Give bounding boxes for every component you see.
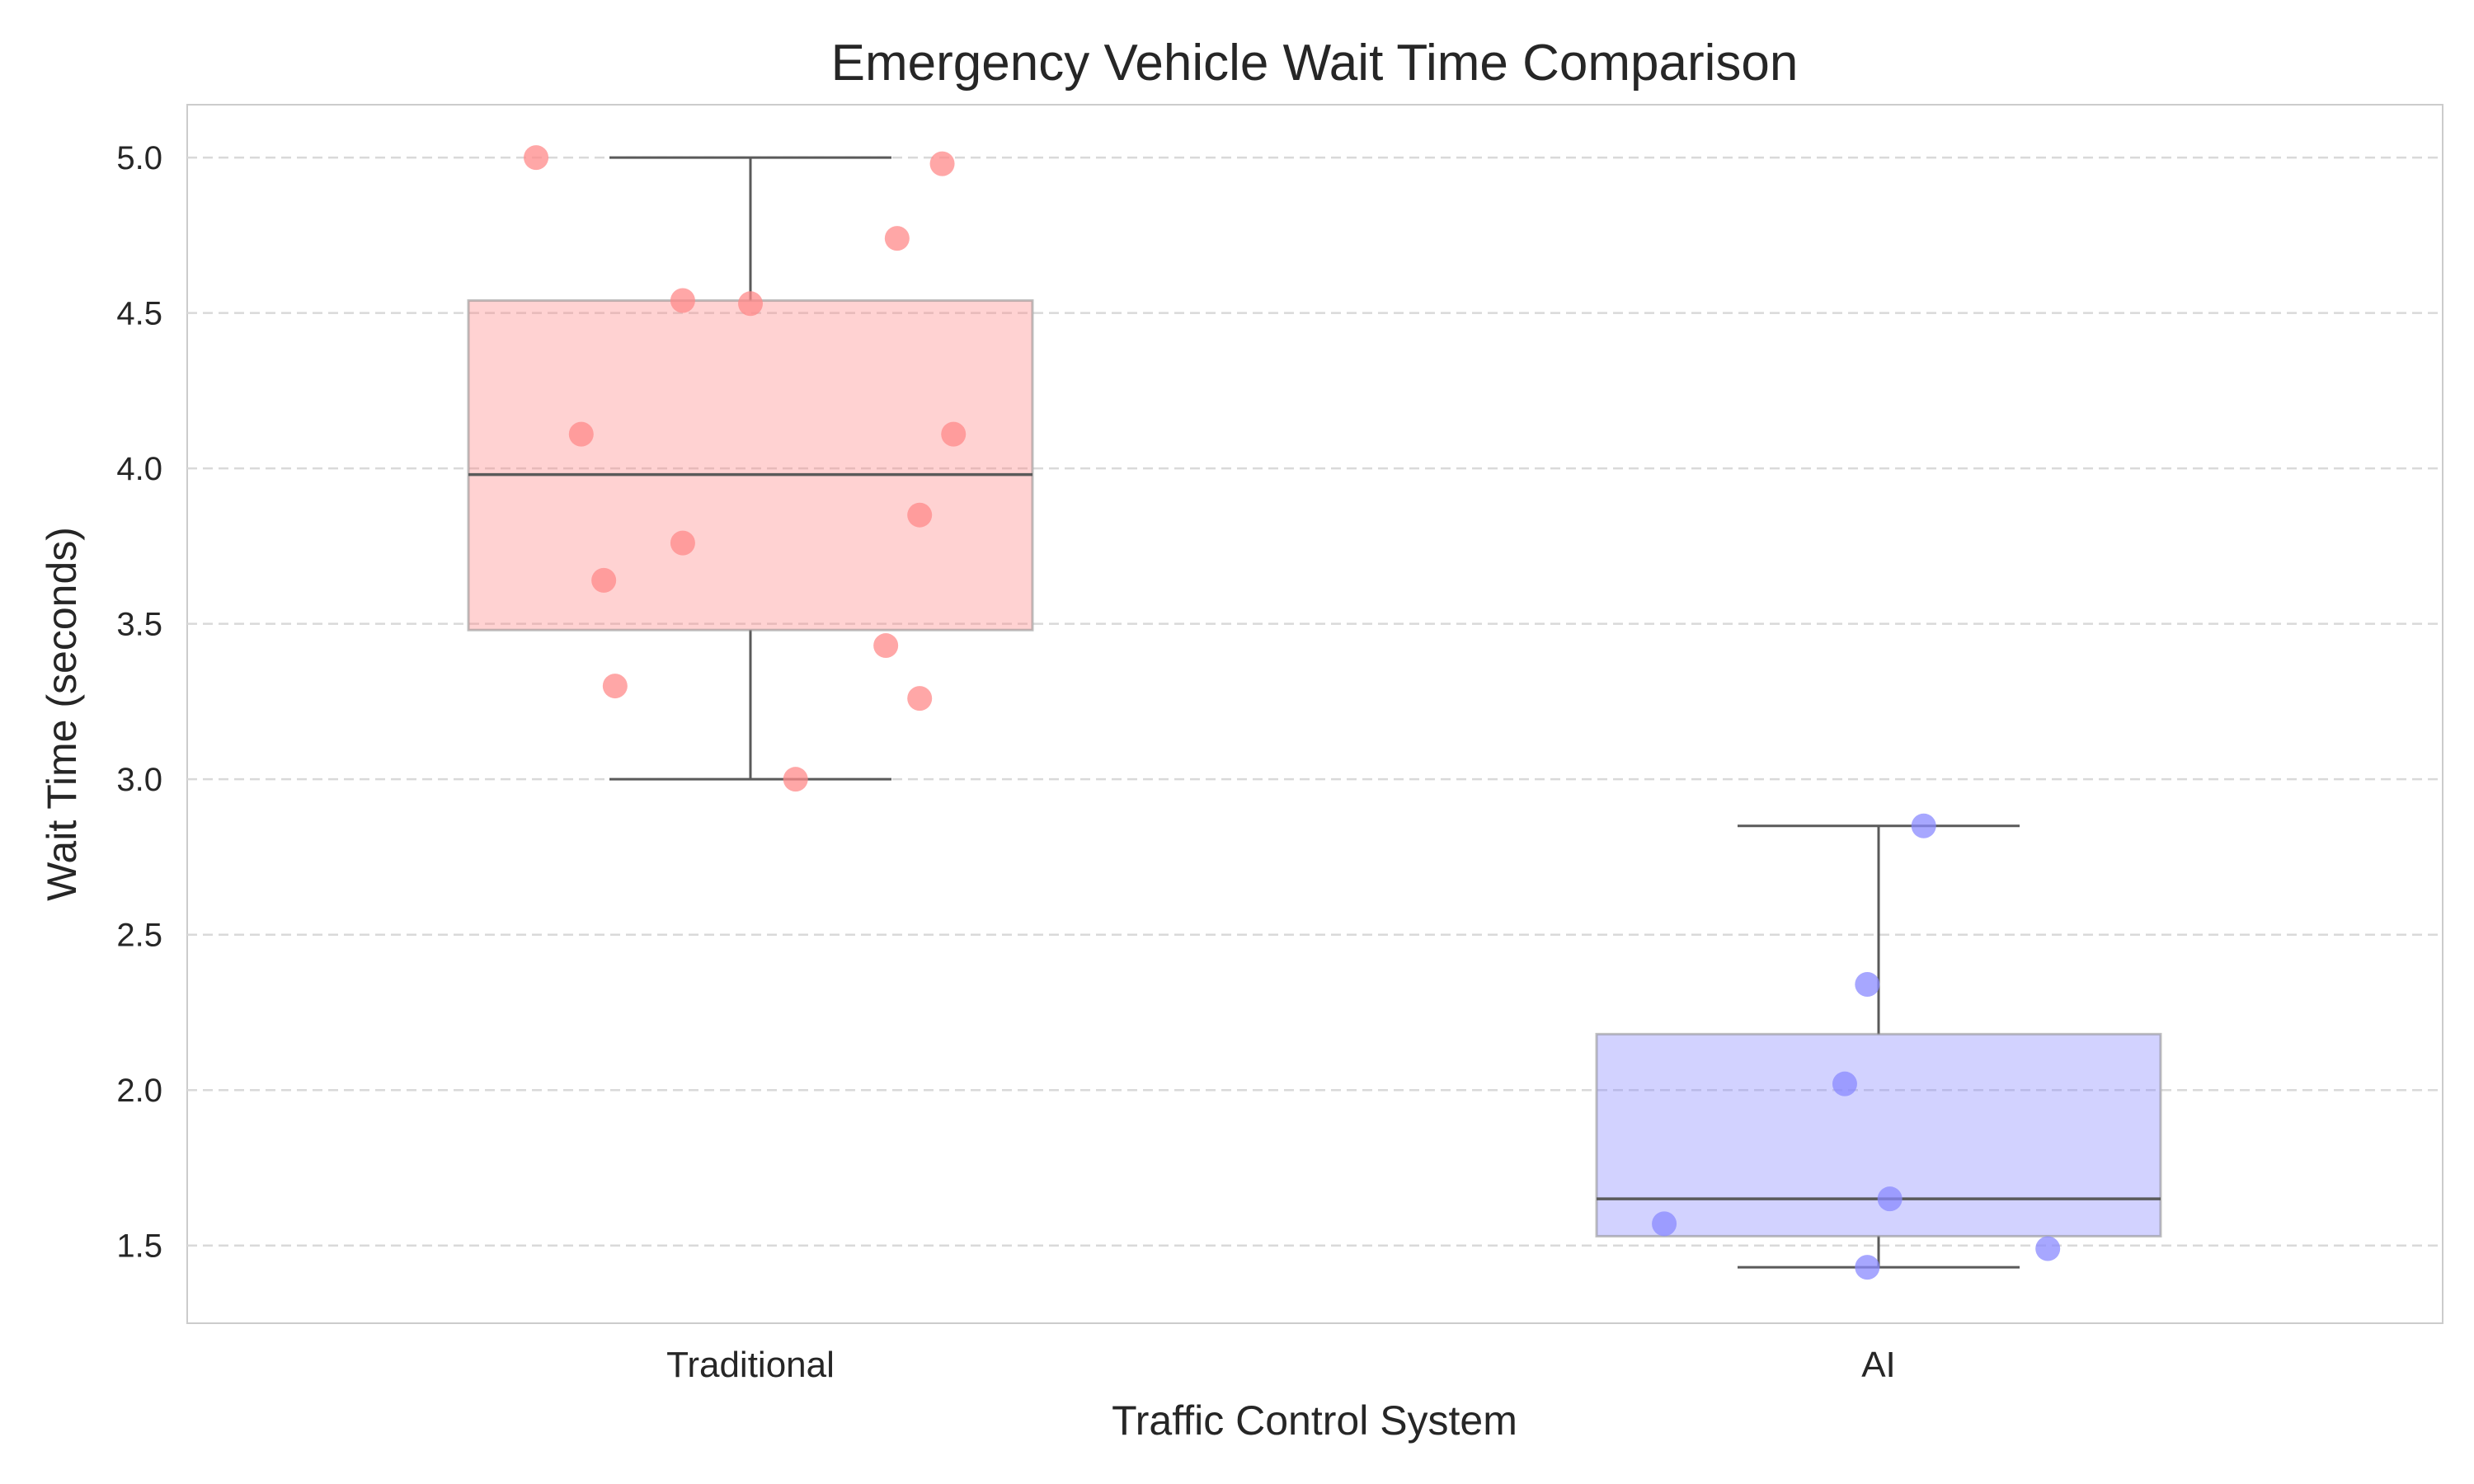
data-point xyxy=(2035,1236,2061,1261)
data-point xyxy=(1855,972,1880,998)
iqr-box xyxy=(467,299,1034,632)
data-point xyxy=(670,530,695,556)
data-point xyxy=(568,421,594,447)
point-layer xyxy=(524,145,2061,1280)
x-axis-label: Traffic Control System xyxy=(1112,1397,1517,1444)
data-point xyxy=(670,288,695,313)
y-tick-label: 4.0 xyxy=(116,451,162,487)
iqr-box xyxy=(1595,1032,2162,1237)
plot-area-frame xyxy=(186,104,2443,1324)
data-point xyxy=(1832,1071,1857,1097)
data-point xyxy=(1911,813,1936,838)
box-layer xyxy=(467,156,2162,1269)
data-point xyxy=(602,674,628,699)
y-tick-label: 1.5 xyxy=(116,1228,162,1265)
y-tick-label: 2.0 xyxy=(116,1073,162,1109)
x-tick-label: Traditional xyxy=(666,1345,835,1385)
box-traditional xyxy=(467,156,1034,781)
data-point xyxy=(738,291,763,317)
data-point xyxy=(1877,1186,1903,1212)
y-axis-label: Wait Time (seconds) xyxy=(39,527,85,901)
y-tick-label: 3.5 xyxy=(116,607,162,643)
y-tick-label: 5.0 xyxy=(116,140,162,176)
data-point xyxy=(1652,1211,1677,1237)
y-tick-label: 4.5 xyxy=(116,296,162,332)
data-point xyxy=(524,145,549,171)
data-point xyxy=(907,686,933,711)
tick-layer: 1.5 2.0 2.5 3.0 3.5 4.0 4.5 5.0 Traditional AI xyxy=(116,140,1895,1385)
data-point xyxy=(783,767,808,792)
data-point xyxy=(884,226,910,251)
data-point xyxy=(1855,1255,1880,1280)
data-point xyxy=(591,567,617,593)
data-point xyxy=(929,151,955,176)
data-point xyxy=(873,633,899,659)
data-point xyxy=(907,502,933,528)
chart-title: Emergency Vehicle Wait Time Comparison xyxy=(831,35,1799,92)
y-tick-label: 2.5 xyxy=(116,918,162,954)
data-point xyxy=(941,421,967,447)
x-tick-label: AI xyxy=(1861,1345,1896,1385)
y-tick-label: 3.0 xyxy=(116,762,162,798)
